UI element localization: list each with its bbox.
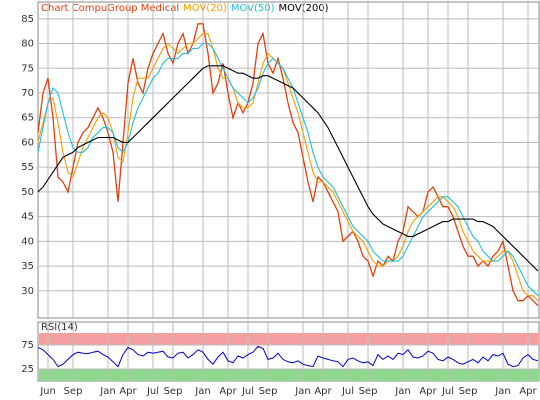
rsi-tick-label: 25	[21, 364, 34, 375]
x-tick-label: Jul	[146, 386, 159, 397]
x-tick-label: Jan	[294, 386, 310, 397]
y-tick-label: 50	[21, 187, 34, 198]
x-tick-label: Apr	[419, 386, 437, 397]
x-tick-label: Sep	[164, 386, 183, 397]
y-tick-label: 60	[21, 137, 34, 148]
price-line	[37, 23, 539, 307]
y-tick-label: 85	[21, 14, 34, 25]
y-tick-label: 40	[21, 236, 34, 247]
x-tick-label: Apr	[314, 386, 332, 397]
legend: Chart CompuGroup Medical MOV(20) MOV(50) MO…	[41, 3, 329, 14]
legend-entry: MOV(50)	[231, 3, 275, 14]
moving-average	[37, 42, 539, 297]
overbought-band	[39, 333, 539, 345]
x-tick-label: Sep	[259, 386, 278, 397]
legend-entry: MOV(200)	[279, 3, 329, 14]
legend-entry: MOV(20)	[183, 3, 227, 14]
y-tick-label: 80	[21, 39, 34, 50]
x-tick-label: Sep	[459, 386, 478, 397]
moving-average	[37, 65, 539, 272]
rsi-label: RSI(14)	[41, 322, 78, 333]
y-tick-label: 30	[21, 286, 34, 297]
x-tick-label: Apr	[119, 386, 137, 397]
x-tick-label: Jul	[241, 386, 254, 397]
x-tick-label: Jan	[194, 386, 210, 397]
x-tick-label: Jun	[39, 386, 56, 397]
x-tick-label: Sep	[64, 386, 83, 397]
oversold-band	[39, 369, 539, 381]
y-tick-label: 70	[21, 88, 34, 99]
rsi-line	[37, 345, 539, 368]
y-tick-label: 65	[21, 113, 34, 124]
rsi-tick-label: 75	[21, 340, 34, 351]
x-tick-label: Jul	[441, 386, 454, 397]
x-tick-label: Jan	[494, 386, 510, 397]
legend-entry: Chart CompuGroup Medical	[41, 3, 179, 14]
y-tick-label: 35	[21, 261, 34, 272]
y-tick-label: 55	[21, 162, 34, 173]
x-tick-label: Apr	[519, 386, 537, 397]
moving-average	[37, 33, 539, 302]
x-tick-label: Sep	[359, 386, 378, 397]
y-tick-label: 45	[21, 212, 34, 223]
x-tick-label: Apr	[219, 386, 237, 397]
x-tick-label: Jan	[394, 386, 410, 397]
x-tick-label: Jan	[99, 386, 115, 397]
y-tick-label: 75	[21, 63, 34, 74]
x-tick-label: Jul	[341, 386, 354, 397]
